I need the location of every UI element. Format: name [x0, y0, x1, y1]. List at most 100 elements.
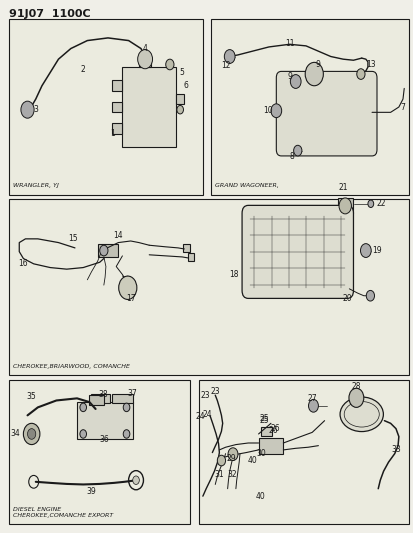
- Text: 39: 39: [86, 487, 96, 496]
- Circle shape: [304, 62, 323, 86]
- Text: 14: 14: [113, 231, 123, 240]
- Bar: [91, 394, 110, 403]
- Circle shape: [224, 50, 235, 63]
- Bar: [211, 19, 408, 195]
- Text: 23: 23: [210, 387, 220, 396]
- Text: 38: 38: [98, 390, 107, 399]
- Bar: [97, 244, 118, 257]
- Bar: [183, 244, 190, 252]
- Bar: [9, 19, 202, 195]
- Bar: [9, 379, 190, 524]
- Text: 3: 3: [33, 105, 38, 114]
- Bar: [112, 394, 133, 403]
- Text: 34: 34: [11, 430, 21, 439]
- Circle shape: [308, 399, 318, 412]
- Bar: [309, 67, 318, 78]
- Circle shape: [290, 75, 300, 88]
- Circle shape: [228, 448, 237, 461]
- Circle shape: [23, 423, 40, 445]
- Text: 24: 24: [195, 412, 204, 421]
- Bar: [139, 56, 151, 67]
- Text: 8: 8: [289, 152, 294, 161]
- Text: 15: 15: [68, 235, 78, 244]
- Ellipse shape: [339, 397, 382, 432]
- Circle shape: [123, 430, 130, 438]
- Text: 26: 26: [268, 426, 277, 435]
- Text: 17: 17: [126, 294, 135, 303]
- Text: 9: 9: [286, 71, 291, 80]
- Text: 33: 33: [391, 446, 401, 455]
- Bar: [198, 379, 408, 524]
- Text: 36: 36: [99, 435, 109, 444]
- Circle shape: [138, 50, 152, 69]
- Text: 1: 1: [109, 129, 114, 138]
- Bar: [260, 427, 271, 435]
- Text: 26: 26: [270, 424, 279, 433]
- Text: 11: 11: [284, 39, 294, 48]
- Bar: [112, 102, 122, 112]
- Text: 9: 9: [315, 60, 320, 69]
- Bar: [187, 253, 193, 261]
- Text: 18: 18: [228, 270, 238, 279]
- Text: 32: 32: [226, 471, 236, 479]
- Text: 27: 27: [307, 394, 316, 403]
- Text: 16: 16: [19, 260, 28, 268]
- Text: 91J07  1100C: 91J07 1100C: [9, 9, 90, 19]
- Text: 20: 20: [342, 294, 351, 303]
- Text: 29: 29: [225, 455, 235, 463]
- Circle shape: [338, 198, 351, 214]
- FancyBboxPatch shape: [242, 205, 353, 298]
- Text: 28: 28: [351, 382, 360, 391]
- Text: 13: 13: [365, 60, 375, 69]
- Circle shape: [270, 104, 281, 118]
- Circle shape: [176, 106, 183, 114]
- Circle shape: [100, 245, 108, 256]
- Circle shape: [366, 290, 374, 301]
- Text: 10: 10: [263, 106, 272, 115]
- Circle shape: [119, 276, 137, 300]
- Text: 6: 6: [183, 81, 188, 90]
- Circle shape: [133, 476, 139, 484]
- Text: 12: 12: [220, 61, 230, 70]
- Text: WRANGLER, YJ: WRANGLER, YJ: [13, 183, 59, 188]
- Text: 2: 2: [81, 66, 85, 74]
- Text: 40: 40: [247, 456, 256, 465]
- Bar: [112, 123, 122, 134]
- Circle shape: [356, 69, 364, 79]
- Text: 24: 24: [202, 410, 211, 419]
- Text: 21: 21: [337, 183, 347, 192]
- Text: 37: 37: [128, 389, 137, 398]
- Bar: [89, 395, 104, 405]
- Circle shape: [80, 430, 86, 438]
- Circle shape: [165, 59, 173, 70]
- Circle shape: [360, 244, 370, 257]
- Circle shape: [123, 403, 130, 411]
- Text: CHEROKEE,BRIARWOOD, COMANCHE: CHEROKEE,BRIARWOOD, COMANCHE: [13, 364, 130, 369]
- Text: 22: 22: [375, 199, 385, 208]
- Text: 30: 30: [256, 449, 266, 458]
- Circle shape: [27, 429, 36, 439]
- Bar: [112, 80, 122, 91]
- Text: GRAND WAGONEER,: GRAND WAGONEER,: [215, 183, 278, 188]
- Text: 25: 25: [259, 414, 269, 423]
- Text: 40: 40: [255, 491, 265, 500]
- Circle shape: [367, 200, 373, 207]
- Bar: [77, 402, 133, 439]
- Circle shape: [21, 101, 34, 118]
- Bar: [258, 438, 282, 454]
- Text: DIESEL ENGINE
CHEROKEE,COMANCHE EXPORT: DIESEL ENGINE CHEROKEE,COMANCHE EXPORT: [13, 507, 113, 518]
- Text: 25: 25: [259, 416, 269, 425]
- Circle shape: [348, 388, 363, 407]
- Bar: [337, 198, 352, 213]
- Text: 31: 31: [214, 471, 224, 479]
- Text: 19: 19: [371, 246, 381, 255]
- Circle shape: [293, 146, 301, 156]
- Bar: [122, 67, 176, 147]
- Text: 4: 4: [142, 44, 147, 53]
- Text: 23: 23: [200, 391, 210, 400]
- Circle shape: [217, 455, 225, 466]
- Bar: [9, 199, 408, 375]
- Text: 7: 7: [399, 102, 404, 111]
- FancyBboxPatch shape: [275, 71, 376, 156]
- Circle shape: [80, 403, 86, 411]
